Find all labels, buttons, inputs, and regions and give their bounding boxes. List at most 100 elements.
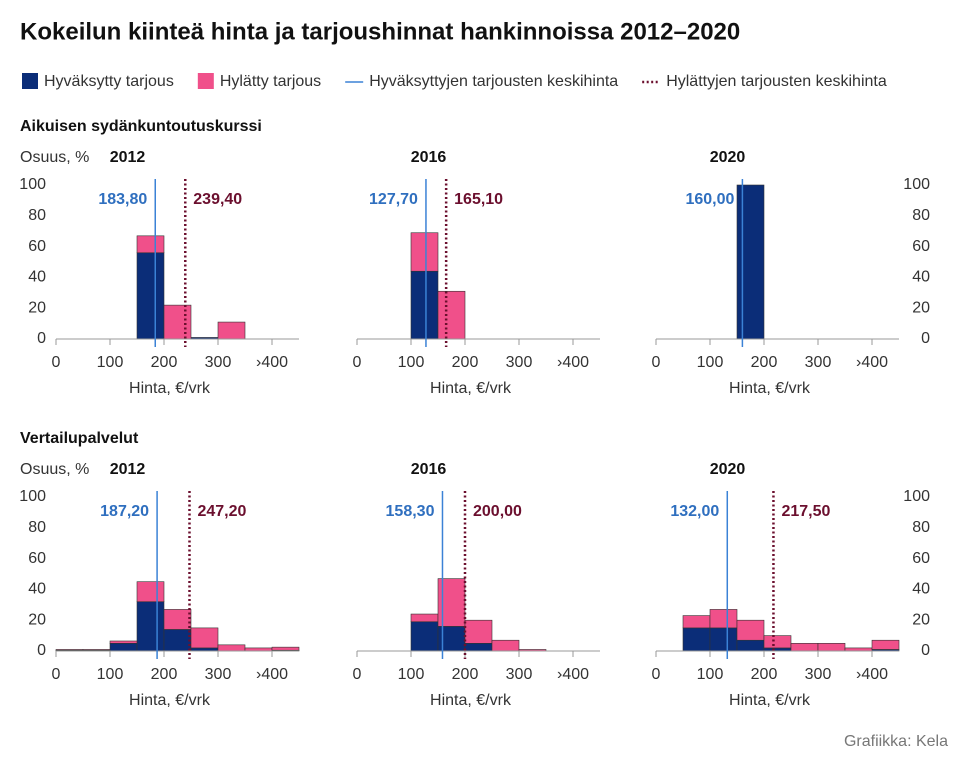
y-tick-label: 20 [912, 299, 930, 316]
x-tick-label: ›400 [856, 666, 888, 683]
mean-label: 187,20 [100, 503, 149, 520]
x-tick-label: 300 [205, 354, 232, 371]
mean-label: 183,80 [98, 191, 147, 208]
bar [682, 615, 711, 629]
x-tick-label: 0 [353, 354, 362, 371]
bar [163, 629, 192, 652]
y-tick-label: 20 [912, 611, 930, 628]
y-tick-label: 60 [912, 550, 930, 567]
bar [410, 270, 439, 340]
bar [136, 235, 165, 254]
section-title: Aikuisen sydänkuntoutuskurssi [20, 118, 262, 135]
y-tick-label: 80 [28, 519, 46, 536]
y-tick-label: 60 [28, 238, 46, 255]
bar [109, 642, 138, 652]
bar [163, 609, 192, 630]
x-tick-label: 300 [506, 354, 533, 371]
x-tick-label: 0 [652, 354, 661, 371]
x-tick-label: 100 [97, 354, 124, 371]
bar [190, 627, 219, 649]
x-tick-label: ›400 [256, 354, 288, 371]
bar [736, 184, 765, 340]
y-axis-label: Osuus, % [20, 149, 89, 166]
section-title: Vertailupalvelut [20, 430, 139, 447]
mean-label: 127,70 [369, 191, 418, 208]
y-tick-label: 40 [28, 581, 46, 598]
bar [82, 649, 111, 651]
y-tick-label: 0 [37, 642, 46, 659]
x-tick-label: 0 [353, 666, 362, 683]
bar [464, 642, 493, 652]
y-tick-label: 80 [912, 519, 930, 536]
x-tick-label: 100 [97, 666, 124, 683]
bar [410, 621, 439, 652]
bar [464, 619, 493, 644]
x-axis-label: Hinta, €/vrk [129, 380, 211, 397]
x-tick-label: 200 [452, 666, 479, 683]
bar [817, 642, 846, 652]
y-tick-label: 40 [28, 269, 46, 286]
panel-title: 2016 [411, 461, 447, 478]
mean-label: 160,00 [685, 191, 734, 208]
x-tick-label: 300 [205, 666, 232, 683]
legend-label: Hylättyjen tarjousten keskihinta [666, 73, 887, 90]
x-tick-label: 200 [452, 354, 479, 371]
bar [682, 627, 711, 652]
legend-label: Hyväksyttyjen tarjousten keskihinta [369, 73, 618, 90]
x-tick-label: ›400 [256, 666, 288, 683]
bar [136, 252, 165, 340]
x-tick-label: 0 [52, 666, 61, 683]
bar [163, 304, 192, 340]
x-tick-label: 300 [805, 666, 832, 683]
bar [736, 639, 765, 652]
y-tick-label: 80 [28, 207, 46, 224]
x-tick-label: 0 [52, 354, 61, 371]
x-tick-label: 0 [652, 666, 661, 683]
mean-label: 247,20 [197, 503, 246, 520]
y-tick-label: 40 [912, 269, 930, 286]
x-axis-label: Hinta, €/vrk [729, 380, 811, 397]
x-tick-label: 200 [751, 666, 778, 683]
x-tick-label: ›400 [557, 666, 589, 683]
bar [410, 613, 439, 623]
legend-label: Hylätty tarjous [220, 73, 321, 90]
y-tick-label: 100 [903, 176, 930, 193]
mean-label: 217,50 [781, 503, 830, 520]
bar [491, 639, 520, 652]
bar [437, 290, 466, 340]
chart-title: Kokeilun kiinteä hinta ja tarjoushinnat … [20, 18, 740, 45]
bar [136, 601, 165, 652]
x-tick-label: ›400 [856, 354, 888, 371]
x-tick-label: 200 [151, 666, 178, 683]
bar [736, 619, 765, 641]
legend-label: Hyväksytty tarjous [44, 73, 174, 90]
y-tick-label: 20 [28, 299, 46, 316]
bar [217, 321, 246, 340]
x-tick-label: 100 [398, 354, 425, 371]
bar [709, 627, 738, 652]
x-axis-label: Hinta, €/vrk [430, 692, 512, 709]
legend-swatch [22, 73, 38, 89]
y-tick-label: 20 [28, 611, 46, 628]
mean-label: 200,00 [473, 503, 522, 520]
y-tick-label: 60 [912, 238, 930, 255]
panel-title: 2020 [710, 461, 746, 478]
x-tick-label: 300 [805, 354, 832, 371]
panel-title: 2012 [110, 149, 146, 166]
bar [763, 635, 792, 649]
bar [55, 649, 84, 651]
bar [109, 640, 138, 644]
x-tick-label: 200 [751, 354, 778, 371]
y-axis-label: Osuus, % [20, 461, 89, 478]
mean-label: 239,40 [193, 191, 242, 208]
y-tick-label: 100 [19, 176, 46, 193]
bar [709, 609, 738, 629]
bar [136, 581, 165, 603]
y-tick-label: 40 [912, 581, 930, 598]
x-axis-label: Hinta, €/vrk [129, 692, 211, 709]
x-tick-label: 200 [151, 354, 178, 371]
y-tick-label: 100 [19, 488, 46, 505]
bar [217, 644, 246, 652]
y-tick-label: 0 [921, 330, 930, 347]
